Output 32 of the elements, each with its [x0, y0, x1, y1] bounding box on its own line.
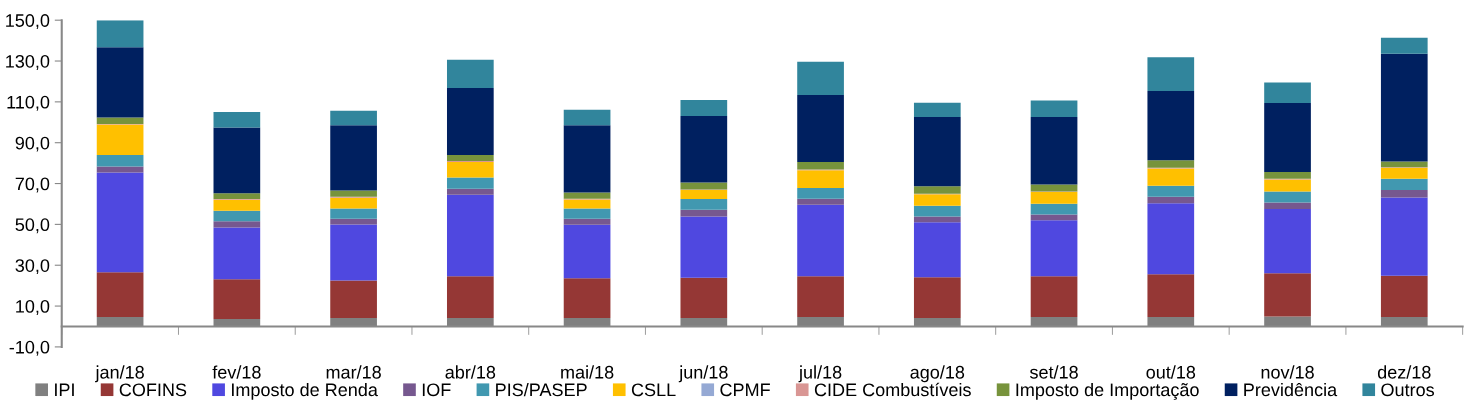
- legend-label: Imposto de Renda: [232, 382, 378, 400]
- legend-label: IOF: [422, 383, 451, 397]
- legend-label: Imposto de Importação: [1016, 382, 1199, 400]
- legend-label: COFINS: [119, 383, 187, 397]
- y-tick-label: 70,0: [15, 177, 50, 193]
- y-tick-label: 50,0: [15, 218, 50, 234]
- legend-label: Previdência: [1244, 382, 1338, 397]
- x-tick-label: jan/18: [95, 365, 144, 383]
- y-tick-label: -10,0: [9, 340, 50, 356]
- x-tick-label: out/18: [1146, 365, 1196, 379]
- x-tick-label: fev/18: [212, 365, 261, 379]
- x-tick-label: abr/18: [445, 365, 496, 379]
- x-tick-label: ago/18: [910, 365, 965, 383]
- legend-label: PIS/PASEP: [496, 382, 587, 397]
- x-tick-label: jun/18: [678, 365, 728, 383]
- legend-label: CIDE Combustíveis: [814, 382, 971, 397]
- y-tick-label: 10,0: [16, 300, 50, 315]
- legend-label: Outros: [1381, 383, 1435, 397]
- y-tick-label: 30,0: [15, 259, 50, 275]
- y-tick-label: 150,0: [6, 14, 50, 30]
- x-tick-label: dez/18: [1377, 365, 1431, 379]
- legend-label: CPMF: [720, 383, 770, 397]
- y-tick-label: 90,0: [15, 136, 50, 152]
- legend-label: IPI: [55, 383, 74, 397]
- x-tick-label: jul/18: [798, 365, 842, 383]
- legend-label: CSLL: [631, 383, 676, 397]
- x-tick-label: mai/18: [561, 365, 614, 379]
- x-tick-label: set/18: [1029, 365, 1078, 379]
- y-tick-label: 130,0: [6, 54, 50, 70]
- x-tick-label: nov/18: [1261, 365, 1314, 379]
- y-tick-label: 110,0: [7, 95, 50, 111]
- x-tick-label: mar/18: [326, 365, 381, 379]
